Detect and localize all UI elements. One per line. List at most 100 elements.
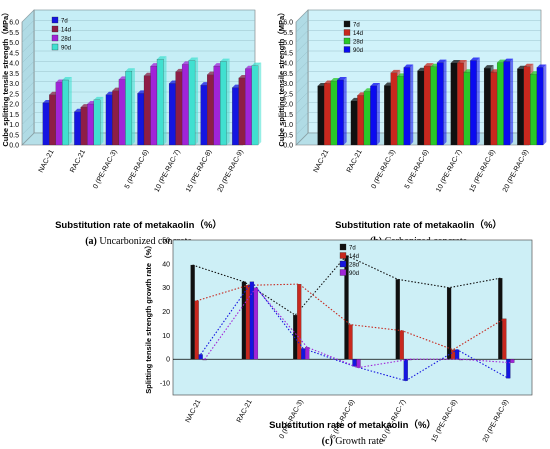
bar — [175, 71, 183, 146]
bar — [446, 287, 452, 360]
y-tick-label: 0.5 — [283, 132, 293, 139]
y-tick-label: 4.0 — [9, 61, 19, 68]
bar — [249, 281, 255, 360]
bar-top — [251, 62, 262, 66]
bar — [399, 330, 404, 360]
x-tick-label: 5 (PE-RAC-6) — [124, 149, 150, 190]
legend-swatch — [51, 43, 59, 51]
legend-label: 28d — [61, 37, 71, 43]
legend-label: 90d — [61, 46, 71, 52]
caption-letter: (a) — [85, 236, 99, 247]
bar — [198, 354, 203, 360]
y-tick-label: 2.5 — [283, 91, 293, 98]
bar — [390, 72, 398, 146]
bar — [194, 300, 199, 360]
bar — [168, 83, 176, 146]
y-tick-label: 50 — [162, 238, 170, 245]
y-tick-label: 1.0 — [283, 122, 293, 129]
bar-side — [410, 64, 414, 145]
y-tick-label: 0.0 — [283, 143, 293, 150]
gridline-side — [295, 50, 309, 64]
gridline-side — [21, 61, 35, 74]
x-tick-label: 15 (PE-RAC-8) — [469, 149, 497, 194]
gridline-side — [295, 132, 309, 146]
gridline-side — [295, 81, 309, 94]
bar — [454, 349, 460, 360]
legend-swatch — [339, 252, 347, 259]
bar-top — [503, 58, 514, 62]
y-tick-label: 5.0 — [9, 40, 19, 47]
y-tick-label: 1.0 — [9, 122, 19, 129]
bar — [207, 74, 214, 146]
bar-side — [226, 58, 230, 145]
legend-label: 14d — [353, 31, 363, 37]
y-tick-label: 3.0 — [283, 81, 293, 88]
legend-swatch — [339, 260, 347, 268]
bar — [238, 77, 246, 146]
bar — [105, 94, 113, 146]
bar-side — [163, 56, 167, 146]
legend-swatch — [51, 16, 59, 24]
bar — [506, 359, 511, 379]
bar — [213, 65, 221, 146]
y-tick-label: 6.0 — [9, 20, 19, 27]
bar-top — [220, 58, 230, 62]
legend: 7d 14d 28d 90d — [51, 16, 71, 52]
bar-top — [157, 56, 167, 60]
y-tick-label: 6.0 — [283, 20, 293, 27]
bar — [397, 76, 404, 146]
bar — [450, 62, 458, 146]
bar-top — [536, 64, 547, 68]
y-axis-label: Cube splitting tensile strength（MPa） — [0, 8, 10, 146]
y-tick-label: 3.5 — [283, 71, 293, 78]
bar — [190, 264, 195, 360]
bar-top — [424, 63, 434, 67]
gridline-side — [295, 30, 309, 43]
bar — [74, 111, 81, 146]
legend-swatch — [343, 29, 351, 36]
bar — [137, 93, 145, 146]
bar — [403, 359, 408, 381]
x-tick-label: 0 (PE-RAC-3) — [92, 149, 118, 190]
y-tick-label: 5.5 — [9, 30, 19, 37]
gridline-side — [295, 40, 309, 53]
gridline-side — [21, 91, 35, 105]
gridline-side — [21, 132, 35, 146]
bar — [55, 82, 63, 146]
x-tick-label: 20 (PE-RAC-9) — [217, 149, 245, 194]
y-axis-label: Splitting tensile strength growth rate（%… — [143, 241, 153, 394]
gridline-side — [21, 30, 35, 43]
bar — [490, 72, 498, 146]
x-tick-label: 10 (PE-RAC-7) — [154, 149, 182, 194]
gridline-side — [295, 91, 309, 105]
bar-top — [93, 96, 104, 100]
gridline-side — [21, 122, 35, 135]
legend-swatch — [339, 269, 347, 276]
bar-top — [470, 57, 480, 61]
series-trend-line — [196, 283, 505, 351]
bar — [220, 61, 227, 146]
legend-label: 28d — [349, 263, 359, 269]
bar — [423, 65, 431, 146]
bar — [62, 79, 69, 146]
bar — [253, 287, 259, 360]
y-tick-label: 40 — [162, 261, 170, 268]
y-tick-label: 3.5 — [9, 71, 19, 78]
caption: (c) Growth rate — [322, 436, 384, 447]
bar-top — [403, 64, 414, 68]
bar-top — [484, 65, 494, 69]
bar — [523, 66, 531, 146]
bar-side — [510, 58, 514, 145]
chart-2: 0.0 0.5 1.0 1.5 2.0 2.5 3.0 3.5 4.0 4.5 5.0 5.5 6.0 N… — [276, 8, 547, 247]
y-tick-label: 5.5 — [283, 30, 293, 37]
bar — [470, 60, 477, 146]
legend-label: 14d — [349, 254, 359, 260]
series-trend-line — [204, 286, 513, 369]
bar-side — [195, 57, 199, 145]
bar-top — [450, 60, 461, 63]
bar — [357, 95, 365, 146]
bar — [112, 90, 120, 146]
bar — [363, 91, 371, 146]
bar-top — [188, 57, 199, 61]
